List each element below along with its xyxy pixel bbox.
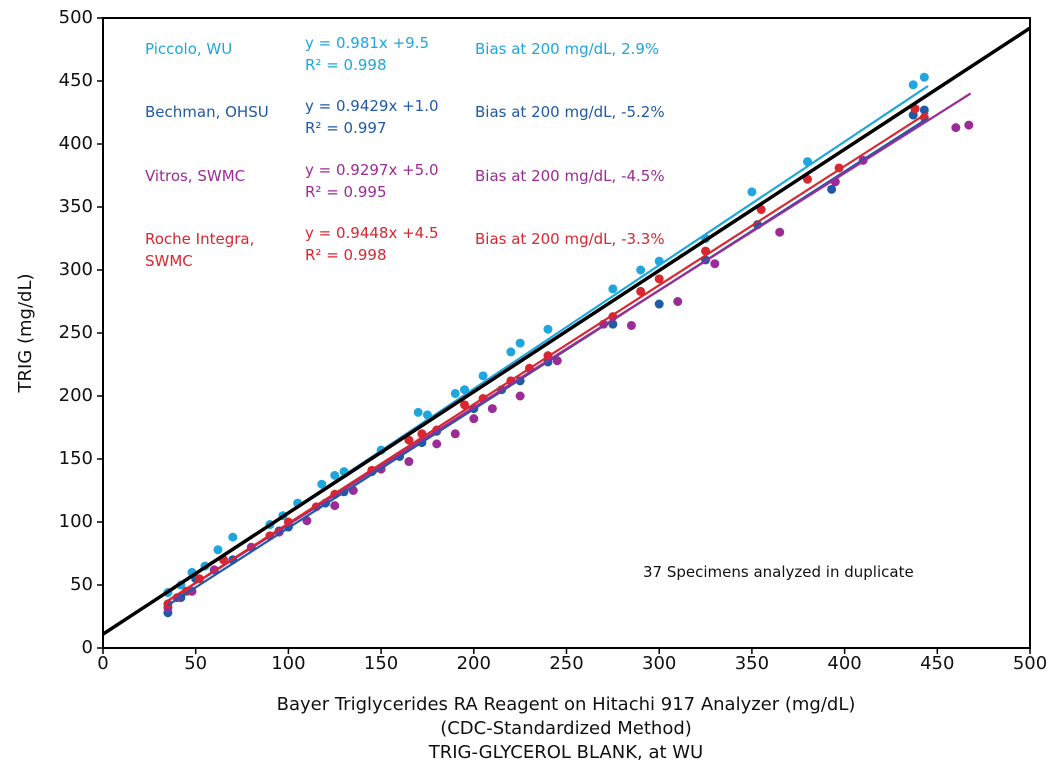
point (478, 371, 488, 381)
legend-label: Roche Integra, SWMC (145, 230, 255, 270)
x-tick-label: 100 (271, 653, 305, 674)
point (608, 284, 618, 294)
point (552, 356, 562, 366)
y-axis-title: TRIG (mg/dL) (15, 273, 36, 393)
y-tick-label: 350 (59, 196, 93, 217)
fit-equation: y = 0.9448x +4.5 (305, 224, 439, 242)
point (330, 470, 340, 480)
fit-equation: y = 0.981x +9.5 (305, 34, 429, 52)
x-axis-subtitle: (CDC-Standardized Method) (440, 718, 692, 739)
x-axis-title: Bayer Triglycerides RA Reagent on Hitach… (277, 694, 856, 715)
point (330, 501, 340, 511)
x-tick-label: 300 (642, 653, 676, 674)
point (487, 404, 497, 414)
point (506, 347, 516, 357)
fit-equation: y = 0.9297x +5.0 (305, 161, 439, 179)
y-tick-label: 150 (59, 448, 93, 469)
point (404, 457, 414, 467)
x-tick-label: 250 (549, 653, 583, 674)
point (919, 72, 929, 82)
point (460, 385, 470, 395)
x-tick-label: 400 (827, 653, 861, 674)
point (450, 429, 460, 439)
legend-label: Bechman, OHSU (145, 103, 269, 121)
annotation: 37 Specimens analyzed in duplicate (643, 563, 914, 581)
point (951, 123, 961, 133)
point (673, 297, 683, 306)
point (636, 265, 646, 275)
x-tick-label: 500 (1013, 653, 1047, 674)
legend-label: Vitros, SWMC (145, 167, 246, 185)
y-tick-label: 200 (59, 385, 93, 406)
fit-r2: R² = 0.995 (305, 183, 387, 201)
y-tick-label: 100 (59, 511, 93, 532)
point (515, 338, 525, 348)
point (317, 479, 327, 489)
point (636, 286, 646, 296)
fit-line (167, 92, 972, 602)
y-tick-label: 0 (82, 637, 93, 658)
point (747, 187, 757, 197)
y-tick-label: 450 (59, 70, 93, 91)
bias-label: Bias at 200 mg/dL, 2.9% (475, 40, 660, 58)
fit-line (167, 111, 929, 602)
point (228, 532, 238, 542)
point (404, 435, 414, 445)
point (654, 299, 664, 309)
point (543, 324, 553, 334)
bias-label: Bias at 200 mg/dL, -5.2% (475, 103, 665, 121)
point (515, 391, 525, 401)
x-axis-subtitle: TRIG-GLYCEROL BLANK, at WU (428, 742, 703, 763)
y-tick-label: 250 (59, 322, 93, 343)
x-tick-label: 0 (97, 653, 108, 674)
bias-label: Bias at 200 mg/dL, -4.5% (475, 167, 665, 185)
point (654, 274, 664, 284)
point (460, 400, 470, 410)
point (908, 80, 918, 90)
y-tick-label: 50 (70, 574, 93, 595)
fit-equation: y = 0.9429x +1.0 (305, 97, 439, 115)
point (450, 388, 460, 398)
point (964, 120, 974, 130)
fit-r2: R² = 0.998 (305, 56, 387, 74)
point (827, 184, 837, 194)
point (432, 439, 442, 449)
bias-label: Bias at 200 mg/dL, -3.3% (475, 230, 665, 248)
point (413, 407, 423, 417)
y-tick-label: 500 (59, 7, 93, 28)
legend-label: Piccolo, WU (145, 40, 233, 58)
point (469, 414, 479, 424)
reference-line (102, 26, 1031, 636)
x-tick-label: 450 (920, 653, 954, 674)
point (775, 227, 785, 237)
point (710, 259, 720, 269)
x-tick-label: 350 (735, 653, 769, 674)
y-tick-label: 400 (59, 133, 93, 154)
point (213, 545, 223, 555)
x-tick-label: 200 (457, 653, 491, 674)
x-tick-label: 50 (184, 653, 207, 674)
y-tick-label: 300 (59, 259, 93, 280)
point (626, 320, 636, 330)
fit-r2: R² = 0.997 (305, 119, 387, 137)
fit-r2: R² = 0.998 (305, 246, 387, 264)
plot-frame (102, 17, 1031, 649)
x-tick-label: 150 (364, 653, 398, 674)
